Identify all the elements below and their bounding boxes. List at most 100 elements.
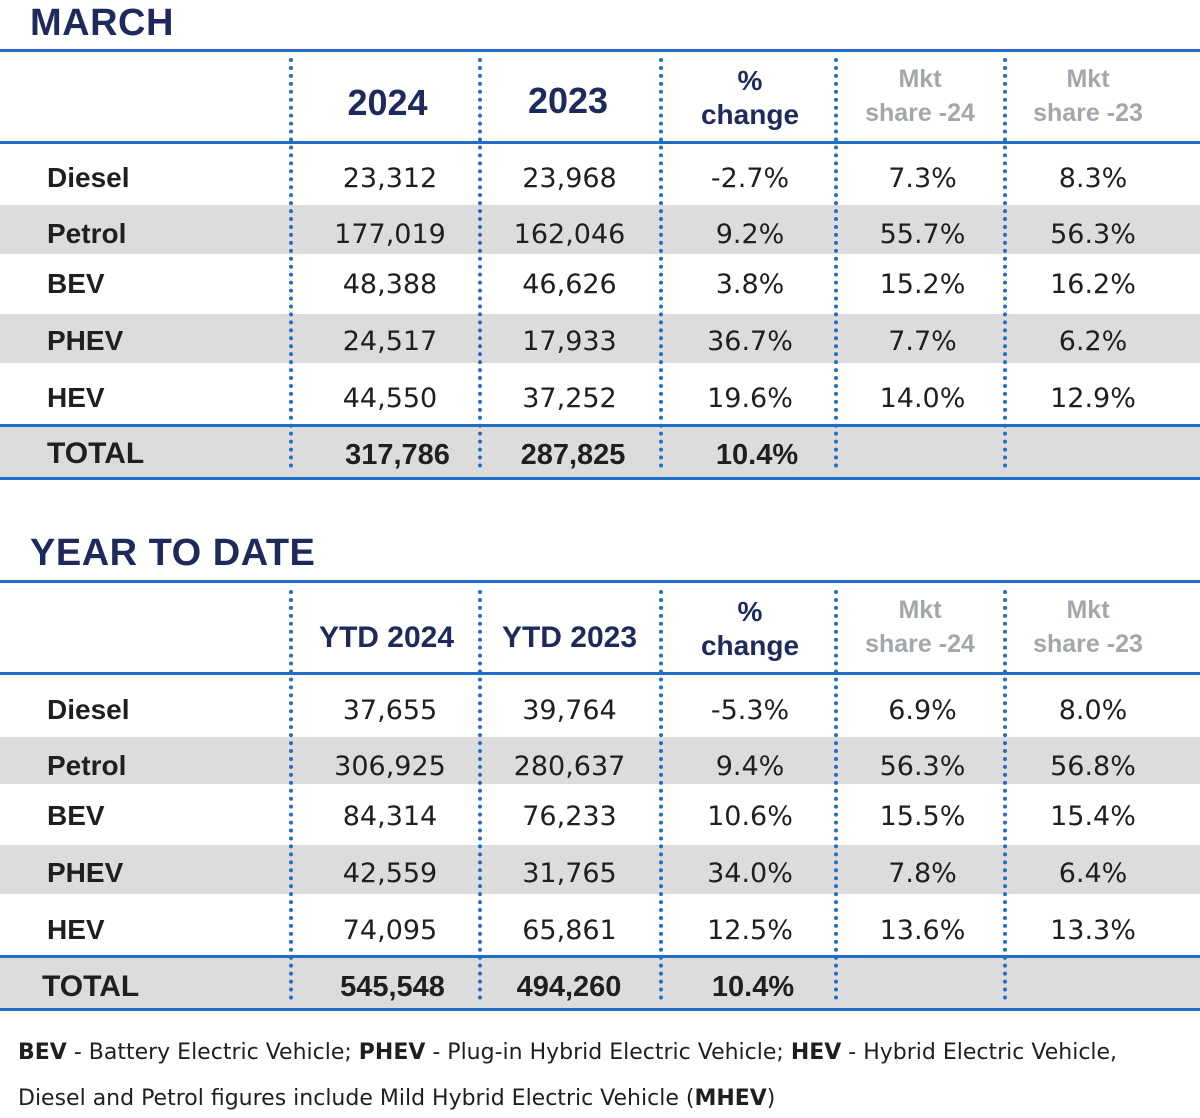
ytd-header-mkt24-l1: Mkt	[898, 596, 942, 624]
ytd-cell-phev-v2023: 31,765	[522, 857, 617, 889]
march-row-bg-phev	[0, 314, 1200, 363]
ytd-cell-petrol-mkt24: 56.3%	[879, 750, 966, 782]
ytd-divider-3	[659, 590, 663, 1000]
march-cell-phev-v2023: 17,933	[522, 325, 617, 357]
ytd-cell-bev-v2024: 84,314	[342, 800, 438, 832]
ytd-cell-hev-mkt23: 13.3%	[1050, 914, 1136, 946]
march-cell-petrol-v2023: 162,046	[513, 218, 626, 250]
ytd-header-rule	[0, 672, 1200, 675]
march-header-pct-word: change	[700, 99, 800, 130]
ytd-header-mkt24-l2: share -24	[865, 630, 975, 658]
march-cell-phev-v2024: 24,517	[342, 325, 438, 357]
march-row-label-petrol: Petrol	[47, 218, 127, 249]
ytd-total-rule	[0, 955, 1200, 958]
march-header-mkt23-l1: Mkt	[1066, 65, 1110, 93]
footnote-hev-text: - Hybrid Electric Vehicle,	[841, 1040, 1118, 1065]
ytd-header-pct-symbol: %	[737, 596, 763, 627]
march-cell-diesel-v2024: 23,312	[342, 162, 438, 194]
ytd-row-label-petrol: Petrol	[47, 750, 127, 781]
ytd-cell-diesel-v2024: 37,655	[342, 694, 438, 726]
footnote-mhev-abbr: MHEV	[694, 1086, 767, 1111]
ytd-cell-petrol-mkt23: 56.8%	[1050, 750, 1136, 782]
ytd-header-mkt23-l2: share -23	[1033, 630, 1143, 658]
ytd-cell-hev-v2023: 65,861	[522, 914, 617, 946]
footnote-line2-end: )	[766, 1086, 776, 1111]
march-divider-3	[659, 58, 663, 468]
footnote-hev-abbr: HEV	[790, 1040, 842, 1065]
march-cell-hev-v2024: 44,550	[342, 382, 438, 414]
ytd-divider-2	[478, 590, 482, 1000]
march-cell-hev-mkt24: 14.0%	[879, 382, 966, 414]
march-header-mkt23-l2: share -23	[1033, 99, 1143, 127]
march-header-mkt-share-23: Mkt share -23	[1008, 60, 1168, 132]
ytd-cell-diesel-mkt24: 6.9%	[888, 694, 957, 726]
ytd-total-label: TOTAL	[42, 970, 140, 1003]
ytd-cell-phev-mkt24: 7.8%	[888, 857, 957, 889]
ytd-bottom-rule	[0, 1008, 1200, 1011]
march-cell-phev-mkt23: 6.2%	[1058, 325, 1128, 357]
ytd-cell-petrol-v2024: 306,925	[334, 750, 446, 782]
ytd-cell-hev-pct: 12.5%	[707, 914, 793, 946]
ytd-header-mkt23-l1: Mkt	[1066, 596, 1110, 624]
ytd-cell-bev-pct: 10.6%	[707, 800, 793, 832]
ytd-divider-4	[834, 590, 838, 1000]
footnote-phev-abbr: PHEV	[358, 1040, 426, 1065]
ytd-cell-hev-mkt24: 13.6%	[879, 914, 966, 946]
march-cell-diesel-mkt24: 7.3%	[888, 162, 957, 194]
ytd-cell-bev-v2023: 76,233	[522, 800, 617, 832]
march-row-label-diesel: Diesel	[47, 162, 130, 193]
ytd-cell-phev-pct: 34.0%	[707, 857, 793, 889]
march-row-label-phev: PHEV	[47, 325, 124, 356]
ytd-row-label-bev: BEV	[47, 800, 105, 831]
march-cell-petrol-v2024: 177,019	[334, 218, 446, 250]
footnote-line2-text: Diesel and Petrol figures include Mild H…	[18, 1086, 695, 1111]
march-row-label-hev: HEV	[47, 382, 105, 413]
march-cell-bev-mkt24: 15.2%	[879, 268, 966, 300]
ytd-header-mkt-share-23: Mkt share -23	[1008, 591, 1168, 663]
ytd-cell-petrol-pct: 9.4%	[715, 750, 785, 782]
march-divider-2	[478, 58, 482, 468]
ytd-cell-phev-mkt23: 6.4%	[1058, 857, 1128, 889]
ytd-row-label-phev: PHEV	[47, 857, 124, 888]
ytd-total-2023: 494,260	[516, 970, 622, 1003]
march-header-mkt24-l1: Mkt	[898, 65, 942, 93]
ytd-divider-5	[1003, 590, 1007, 1000]
march-cell-diesel-pct: -2.7%	[710, 162, 790, 194]
march-header-mkt24-l2: share -24	[865, 99, 975, 127]
march-section-title: MARCH	[30, 2, 174, 44]
march-total-2024: 317,786	[345, 438, 450, 471]
march-cell-bev-v2023: 46,626	[522, 268, 617, 300]
ytd-cell-diesel-mkt23: 8.0%	[1058, 694, 1128, 726]
march-cell-bev-mkt23: 16.2%	[1050, 268, 1136, 300]
march-row-bg-petrol	[0, 205, 1200, 254]
ytd-total-2024: 545,548	[340, 970, 445, 1003]
march-header-pct-change: % change	[665, 58, 835, 138]
ytd-row-label-hev: HEV	[47, 914, 105, 945]
footnote-phev-text: - Plug-in Hybrid Electric Vehicle;	[425, 1040, 791, 1065]
march-cell-bev-v2024: 48,388	[342, 268, 438, 300]
ytd-header-pct-change: % change	[665, 589, 835, 669]
march-header-rule	[0, 141, 1200, 144]
footnote-bev-abbr: BEV	[18, 1040, 67, 1065]
ytd-header-pct-word: change	[700, 630, 800, 661]
march-total-pct: 10.4%	[715, 438, 799, 471]
ytd-section-title: YEAR TO DATE	[30, 532, 316, 574]
ytd-top-rule	[0, 580, 1200, 583]
march-cell-hev-pct: 19.6%	[707, 382, 793, 414]
ytd-cell-hev-v2024: 74,095	[342, 914, 438, 946]
footnote-line-2: Diesel and Petrol figures include Mild H…	[18, 1076, 1188, 1118]
march-cell-diesel-v2023: 23,968	[522, 162, 617, 194]
march-total-rule	[0, 424, 1200, 427]
ytd-header-2023: YTD 2023	[501, 620, 638, 654]
ytd-cell-bev-mkt24: 15.5%	[879, 800, 966, 832]
ytd-total-pct: 10.4%	[711, 970, 795, 1003]
march-cell-diesel-mkt23: 8.3%	[1058, 162, 1128, 194]
ytd-cell-diesel-v2023: 39,764	[522, 694, 617, 726]
march-row-bg-total	[0, 427, 1200, 478]
march-cell-petrol-pct: 9.2%	[715, 218, 785, 250]
march-cell-phev-mkt24: 7.7%	[888, 325, 957, 357]
ytd-row-bg-phev	[0, 845, 1200, 894]
march-header-2023: 2023	[527, 79, 609, 121]
march-total-2023: 287,825	[520, 438, 626, 471]
march-top-rule	[0, 49, 1200, 52]
